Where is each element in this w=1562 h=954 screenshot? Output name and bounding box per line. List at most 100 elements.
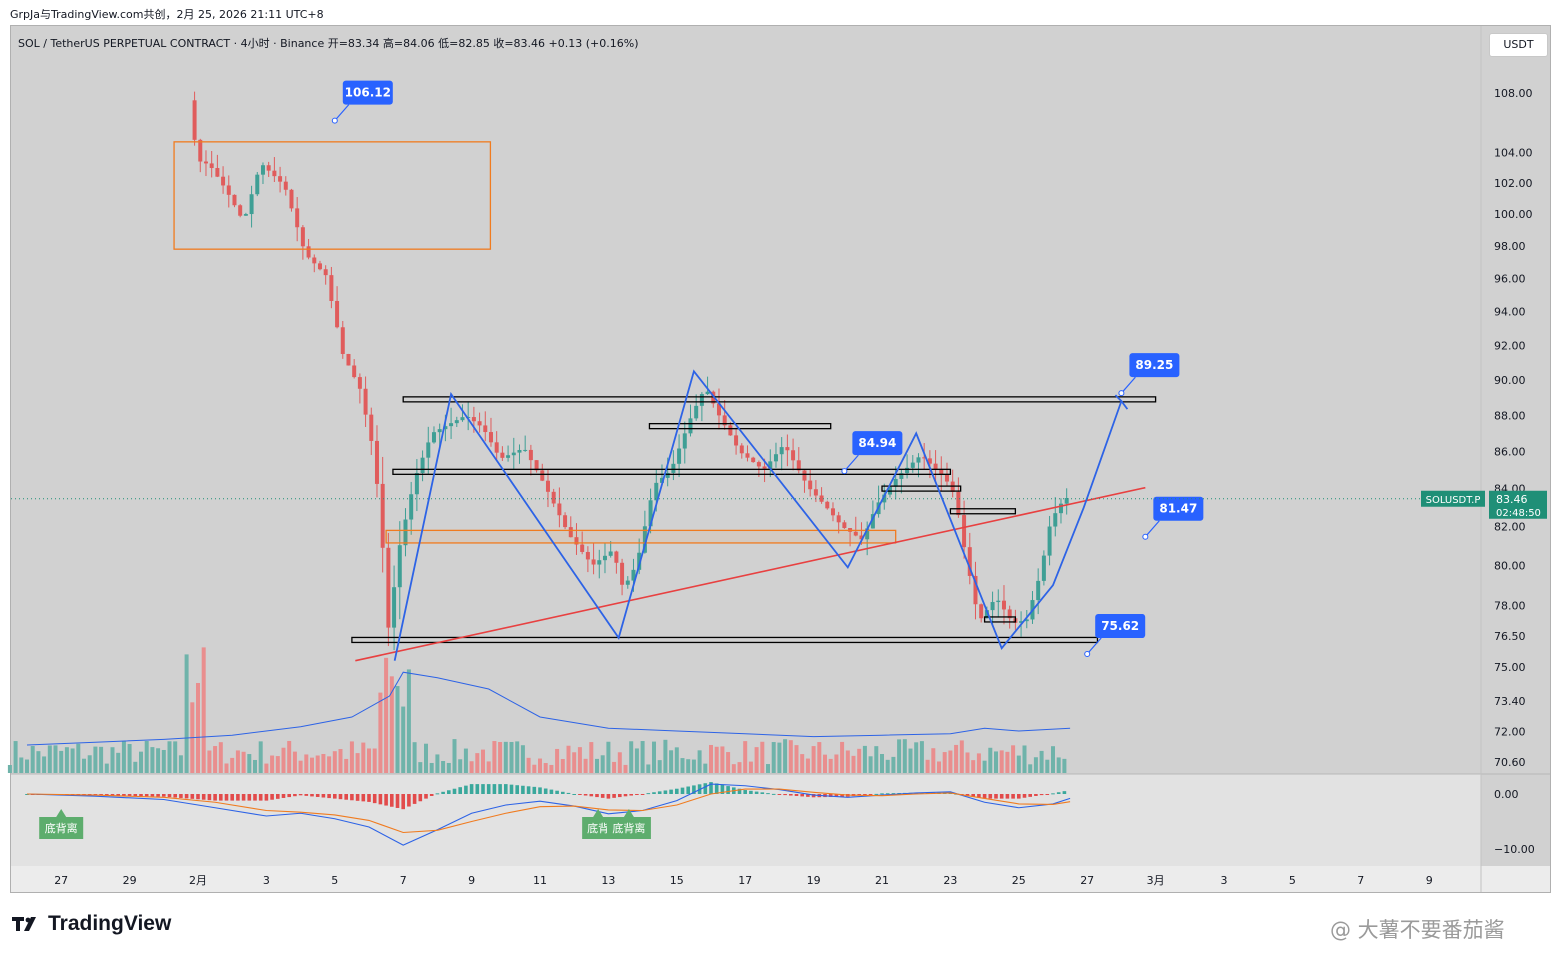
candle-body: [922, 457, 927, 459]
macd-histogram-bar: [703, 783, 708, 794]
price-axis-tick: 102.00: [1494, 177, 1533, 190]
currency-button[interactable]: USDT: [1489, 33, 1548, 57]
price-axis-tick: 76.50: [1494, 630, 1526, 643]
candle-body: [551, 491, 556, 504]
time-axis-tick: 5: [331, 874, 338, 887]
macd-histogram-bar: [1017, 794, 1021, 799]
macd-histogram-bar: [982, 794, 987, 799]
divergence-label: 底背离: [45, 821, 78, 835]
callout-label: 106.12: [345, 86, 391, 100]
candle-body: [386, 547, 391, 628]
macd-histogram-bar: [253, 794, 257, 801]
macd-histogram-bar: [1056, 792, 1061, 794]
macd-histogram-bar: [726, 786, 730, 794]
volume-bar: [743, 741, 748, 773]
volume-bar: [401, 706, 406, 773]
macd-histogram-bar: [555, 790, 559, 794]
wave-arrowhead: [1114, 394, 1129, 410]
candle-body: [859, 535, 864, 540]
candle-body: [198, 139, 203, 162]
candle-body: [796, 460, 801, 471]
volume-bar: [1033, 757, 1038, 773]
macd-histogram-bar: [110, 794, 115, 796]
callout-box: [342, 80, 393, 105]
macd-histogram-bar: [868, 794, 873, 795]
candle-body: [716, 403, 721, 416]
candle-body: [357, 377, 362, 389]
volume-bar: [1028, 764, 1033, 773]
candle-body: [637, 552, 642, 570]
volume-bar: [623, 764, 628, 773]
price-axis-tick: 88.00: [1494, 409, 1526, 422]
volume-bar: [429, 762, 434, 773]
volume-bar: [914, 742, 919, 773]
price-axis-tick: 96.00: [1494, 272, 1526, 285]
macd-histogram-bar: [367, 794, 371, 802]
candle-body: [397, 545, 402, 588]
macd-histogram-bar: [612, 794, 616, 798]
price-tag-box: [1489, 490, 1547, 519]
volume-bar: [13, 741, 18, 773]
candle-body: [808, 480, 813, 490]
price-axis-tick: 94.00: [1494, 306, 1526, 319]
volume-bar: [361, 742, 366, 773]
macd-histogram-bar: [646, 793, 651, 795]
volume-bar: [748, 761, 753, 773]
candle-body: [568, 527, 573, 538]
macd-signal-line: [26, 788, 1071, 834]
candle-body: [802, 470, 807, 481]
candle-body: [1007, 609, 1012, 619]
volume-bar: [532, 764, 537, 773]
callout-anchor: [841, 468, 848, 475]
time-axis-tick: 3月: [1147, 874, 1165, 887]
volume-bar: [196, 683, 200, 773]
macd-histogram-bar: [236, 794, 240, 801]
macd-histogram-bar: [407, 794, 411, 807]
volume-bar: [811, 746, 816, 773]
macd-histogram-bar: [709, 782, 713, 794]
horizontal-level-bar: [949, 508, 1017, 515]
tradingview-logo-icon: [12, 917, 36, 931]
volume-bar: [937, 761, 941, 773]
candle-body: [990, 602, 995, 611]
time-axis-tick: 7: [400, 874, 407, 887]
macd-histogram-bar: [999, 794, 1004, 799]
candle-body: [528, 449, 533, 461]
candle-body: [762, 466, 767, 469]
candle-body: [374, 440, 379, 484]
candle-body: [238, 205, 243, 216]
macd-histogram-bar: [133, 794, 138, 797]
macd-histogram-bar: [116, 794, 120, 796]
volume-bar: [1045, 759, 1050, 773]
volume-bar: [30, 746, 35, 773]
macd-histogram-bar: [122, 794, 126, 796]
volume-bar: [47, 745, 52, 773]
volume-bar: [543, 763, 548, 773]
candle-body: [215, 168, 220, 177]
volume-bar: [868, 756, 873, 773]
volume-ma-line: [26, 671, 1071, 746]
macd-histogram-bar: [783, 794, 787, 796]
candle-body: [283, 181, 288, 190]
volume-bar: [201, 647, 206, 773]
macd-histogram-bar: [481, 784, 485, 794]
candle-body: [739, 445, 744, 454]
candle-body: [745, 453, 750, 458]
horizontal-level-bar: [648, 422, 832, 430]
macd-histogram-bar: [395, 794, 400, 808]
volume-bar: [834, 754, 839, 773]
callout-box: [1129, 353, 1180, 378]
tradingview-brand: TradingView: [48, 912, 172, 935]
macd-histogram-bar: [543, 788, 548, 794]
candle-body: [699, 394, 704, 406]
macd-histogram-bar: [777, 794, 782, 795]
candle-body: [363, 388, 368, 415]
volume-bars: [7, 647, 1067, 773]
time-axis-tick: 9: [468, 874, 475, 887]
volume-bar: [19, 757, 24, 773]
candle-body: [369, 414, 374, 441]
macd-histogram-bar: [863, 794, 867, 795]
macd-histogram-bar: [578, 794, 582, 795]
macd-histogram-bar: [600, 794, 605, 798]
